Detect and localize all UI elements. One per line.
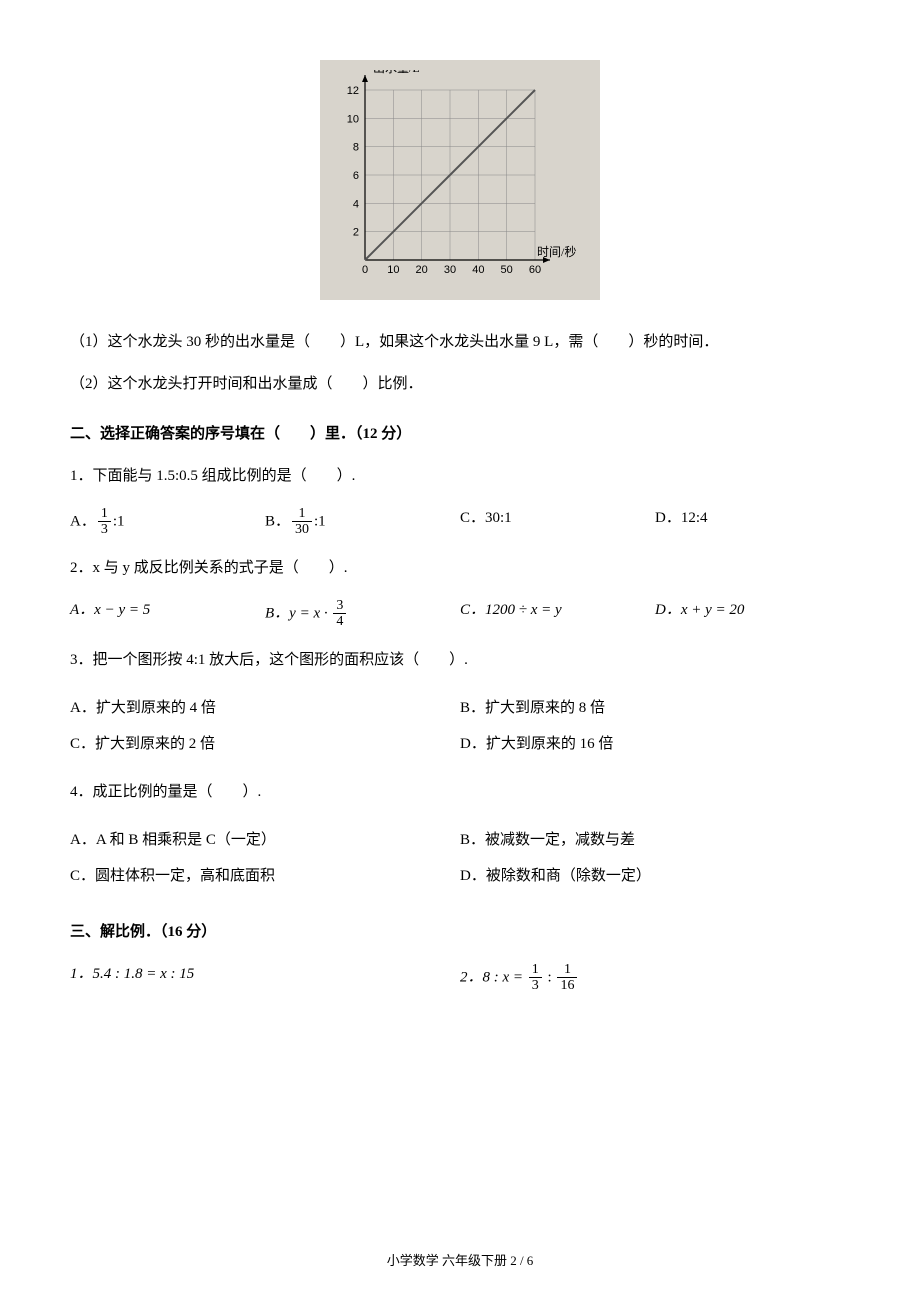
section-3-title: 三、解比例．（16 分）	[70, 920, 850, 944]
denominator: 16	[557, 978, 577, 993]
fraction: 116	[557, 962, 577, 994]
s2q2-opt-a: A．x − y = 5	[70, 598, 265, 630]
numerator: 1	[557, 962, 577, 978]
s2q4: 4．成正比例的量是（ ）.	[70, 780, 850, 804]
question-1-1: （1）这个水龙头 30 秒的出水量是（ ）L，如果这个水龙头出水量 9 L，需（…	[70, 330, 850, 354]
s2q4-opt-d: D．被除数和商（除数一定）	[460, 864, 850, 888]
opt-b-suffix: :1	[314, 513, 326, 529]
svg-text:20: 20	[416, 264, 428, 276]
opt-a-suffix: :1	[113, 513, 125, 529]
svg-text:6: 6	[353, 170, 359, 182]
svg-text:4: 4	[353, 198, 359, 210]
numerator: 1	[529, 962, 542, 978]
svg-text:2: 2	[353, 227, 359, 239]
svg-text:12: 12	[347, 85, 359, 97]
opt-b-prefix: B．	[265, 513, 290, 529]
section-2-title: 二、选择正确答案的序号填在（ ）里．（12 分）	[70, 422, 850, 446]
s2q3-options: A．扩大到原来的 4 倍 B．扩大到原来的 8 倍 C．扩大到原来的 2 倍 D…	[70, 690, 850, 762]
s3q2: 2．8 : x = 13 : 116	[460, 962, 850, 994]
footer-text: 小学数学 六年级下册 2 / 6	[387, 1253, 534, 1268]
opt-b-prefix: B．y = x ·	[265, 605, 331, 621]
s2q4-options: A．A 和 B 相乘积是 C（一定） B．被减数一定，减数与差 C．圆柱体积一定…	[70, 822, 850, 894]
s2q4-opt-a: A．A 和 B 相乘积是 C（一定）	[70, 828, 460, 852]
svg-text:10: 10	[387, 264, 399, 276]
fraction: 34	[333, 598, 346, 630]
s2q1-opt-c: C．30:1	[460, 506, 655, 538]
svg-text:60: 60	[529, 264, 541, 276]
chart-svg: 0 10 20 30 40 50 60 2 4 6 8 10 12 出水量/L 时间/秒	[330, 70, 590, 290]
svg-text:10: 10	[347, 113, 359, 125]
s2q3-opt-d: D．扩大到原来的 16 倍	[460, 732, 850, 756]
chart-container: 0 10 20 30 40 50 60 2 4 6 8 10 12 出水量/L 时间/秒	[70, 60, 850, 300]
s2q2: 2．x 与 y 成反比例关系的式子是（ ）.	[70, 556, 850, 580]
svg-text:8: 8	[353, 142, 359, 154]
svg-text:时间/秒: 时间/秒	[537, 245, 576, 259]
s2q3-opt-b: B．扩大到原来的 8 倍	[460, 696, 850, 720]
s2q1-options: A．13:1 B．130:1 C．30:1 D．12:4	[70, 506, 850, 538]
s3q2-prefix: 2．8 : x =	[460, 969, 527, 985]
section-3-equations: 1．5.4 : 1.8 = x : 15 2．8 : x = 13 : 116	[70, 962, 850, 994]
s2q1-opt-b: B．130:1	[265, 506, 460, 538]
s2q2-options: A．x − y = 5 B．y = x · 34 C．1200 ÷ x = y …	[70, 598, 850, 630]
s2q1: 1．下面能与 1.5:0.5 组成比例的是（ ）.	[70, 464, 850, 488]
denominator: 3	[529, 978, 542, 993]
svg-text:0: 0	[362, 264, 368, 276]
svg-text:40: 40	[472, 264, 484, 276]
question-1-2: （2）这个水龙头打开时间和出水量成（ ）比例．	[70, 372, 850, 396]
denominator: 3	[98, 522, 111, 537]
s2q4-opt-b: B．被减数一定，减数与差	[460, 828, 850, 852]
line-chart: 0 10 20 30 40 50 60 2 4 6 8 10 12 出水量/L 时间/秒	[320, 60, 600, 300]
s3q1: 1．5.4 : 1.8 = x : 15	[70, 962, 460, 994]
s2q2-opt-b: B．y = x · 34	[265, 598, 460, 630]
svg-text:30: 30	[444, 264, 456, 276]
numerator: 1	[292, 506, 312, 522]
s2q3: 3．把一个图形按 4:1 放大后，这个图形的面积应该（ ）.	[70, 648, 850, 672]
fraction: 13	[98, 506, 111, 538]
denominator: 4	[333, 614, 346, 629]
svg-text:出水量/L: 出水量/L	[373, 70, 420, 75]
page-footer: 小学数学 六年级下册 2 / 6	[0, 1251, 920, 1272]
s2q3-opt-a: A．扩大到原来的 4 倍	[70, 696, 460, 720]
s2q3-opt-c: C．扩大到原来的 2 倍	[70, 732, 460, 756]
numerator: 3	[333, 598, 346, 614]
s2q4-opt-c: C．圆柱体积一定，高和底面积	[70, 864, 460, 888]
s2q2-opt-c: C．1200 ÷ x = y	[460, 598, 655, 630]
s2q2-opt-d: D．x + y = 20	[655, 598, 850, 630]
fraction: 130	[292, 506, 312, 538]
numerator: 1	[98, 506, 111, 522]
s2q1-opt-d: D．12:4	[655, 506, 850, 538]
s3q2-mid: :	[544, 969, 556, 985]
s2q1-opt-a: A．13:1	[70, 506, 265, 538]
svg-text:50: 50	[501, 264, 513, 276]
opt-a-prefix: A．	[70, 513, 96, 529]
denominator: 30	[292, 522, 312, 537]
fraction: 13	[529, 962, 542, 994]
